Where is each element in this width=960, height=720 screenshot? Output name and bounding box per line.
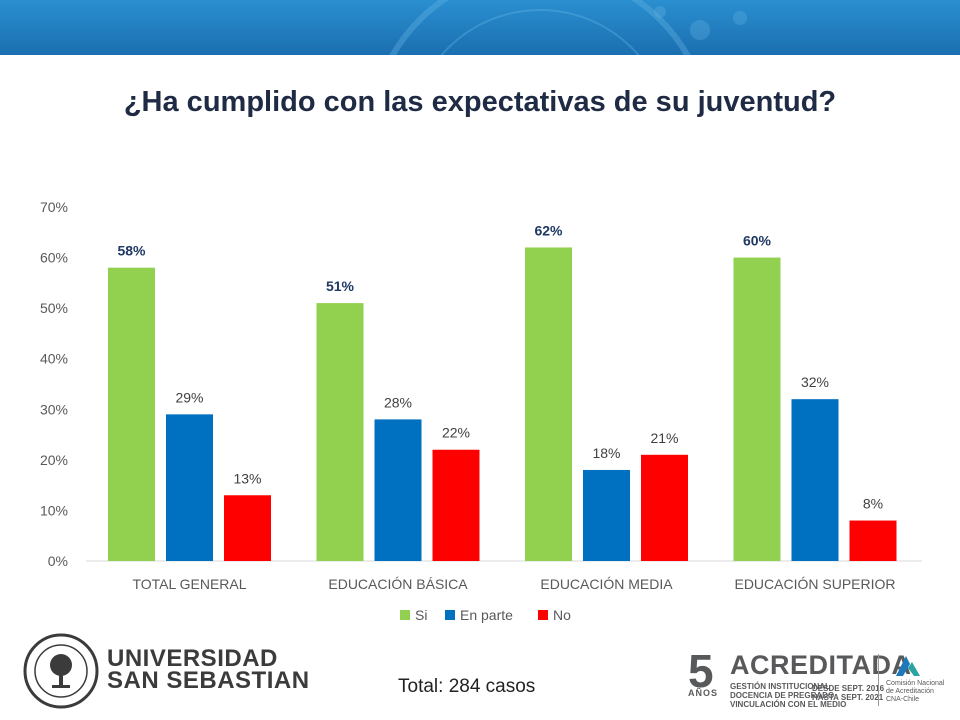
accreditation-dates: DESDE SEPT. 2016 HASTA SEPT. 2021 (812, 684, 892, 702)
legend-label: Si (415, 607, 427, 623)
cna-line: CNA-Chile (886, 696, 920, 703)
divider (878, 654, 879, 706)
university-seal-icon (23, 633, 99, 709)
x-tick-label: TOTAL GENERAL (132, 576, 246, 592)
header-banner (0, 0, 960, 55)
y-tick-label: 60% (40, 250, 68, 266)
accreditation-years-label: AÑOS (688, 688, 719, 698)
x-tick-label: EDUCACIÓN SUPERIOR (734, 576, 895, 592)
data-label: 8% (863, 496, 883, 512)
bar-chart: 0% 10% 20% 30% 40% 50% 60% 70% TOTAL GENERAL EDUC… (40, 199, 922, 623)
legend-swatch (538, 610, 548, 620)
data-label: 13% (233, 470, 261, 486)
data-label: 32% (801, 374, 829, 390)
bar (316, 303, 364, 561)
accreditation-date-from: DESDE SEPT. 2016 (812, 684, 885, 693)
data-label: 51% (326, 278, 355, 294)
accreditation-area: DOCENCIA DE PREGRADO (730, 691, 835, 700)
y-tick-label: 70% (40, 199, 68, 215)
y-tick-label: 10% (40, 502, 68, 518)
y-tick-label: 20% (40, 452, 68, 468)
accreditation-area: VINCULACIÓN CON EL MEDIO (730, 700, 847, 709)
bar (525, 247, 572, 561)
bar (432, 449, 480, 561)
total-cases: Total: 284 casos (398, 676, 536, 697)
university-name-line2: SAN SEBASTIAN (107, 667, 310, 694)
data-label: 58% (117, 243, 146, 259)
data-label: 60% (743, 233, 772, 249)
bar (641, 454, 688, 561)
legend-swatch (400, 610, 410, 620)
y-tick-label: 0% (48, 553, 68, 569)
data-label: 29% (175, 389, 203, 405)
cna-text: Comisión Nacional de Acreditación CNA-Ch… (886, 680, 956, 704)
university-name-line1: UNIVERSIDAD (107, 645, 278, 672)
accreditation-date-to: HASTA SEPT. 2021 (812, 693, 884, 702)
data-label: 22% (442, 425, 470, 441)
cna-logo: Comisión Nacional de Acreditación CNA-Ch… (886, 654, 946, 703)
cna-icon (896, 656, 920, 676)
legend-swatch (445, 610, 455, 620)
data-label: 18% (592, 445, 620, 461)
y-tick-label: 30% (40, 401, 68, 417)
accreditation-years: 5 (688, 645, 714, 697)
cna-line: de Acreditación (886, 688, 934, 695)
cna-line: Comisión Nacional (886, 680, 945, 687)
accreditation-area: GESTIÓN INSTITUCIONAL (730, 682, 830, 691)
bar (733, 257, 781, 561)
y-tick-label: 50% (40, 300, 68, 316)
data-label: 28% (384, 394, 412, 410)
university-name: UNIVERSIDAD SAN SEBASTIAN (107, 645, 310, 694)
bar (849, 520, 897, 561)
legend-label: No (553, 607, 571, 623)
bar (374, 419, 422, 561)
banner-pattern-icon (389, 0, 747, 55)
data-label: 21% (650, 430, 678, 446)
page-title: ¿Ha cumplido con las expectativas de su … (123, 86, 837, 118)
legend-label: En parte (460, 607, 513, 623)
bar (791, 399, 839, 561)
y-tick-label: 40% (40, 351, 68, 367)
bar (108, 267, 155, 561)
x-tick-label: EDUCACIÓN BÁSICA (328, 576, 468, 592)
bar (224, 495, 271, 561)
bar (166, 414, 213, 561)
accreditation-areas: GESTIÓN INSTITUCIONAL DOCENCIA DE PREGRA… (730, 682, 880, 709)
accreditation-word: ACREDITADA (730, 650, 912, 680)
bar (583, 469, 630, 561)
data-label: 62% (534, 222, 563, 238)
x-tick-label: EDUCACIÓN MEDIA (540, 576, 673, 592)
